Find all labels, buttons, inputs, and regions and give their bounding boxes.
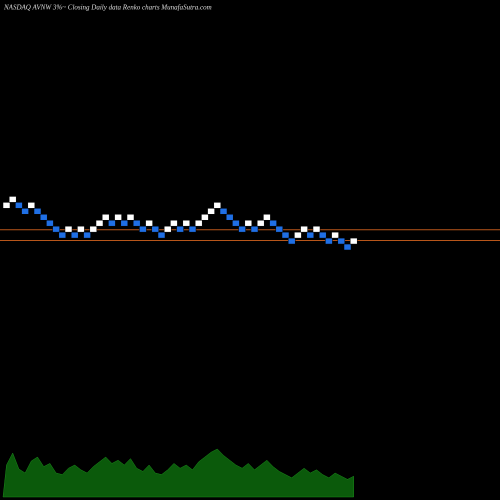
- chart-title: NASDAQ AVNW 3%~ Closing Daily data Renko…: [3, 4, 212, 12]
- brick: [250, 225, 259, 233]
- brick: [312, 225, 321, 233]
- brick: [269, 219, 277, 227]
- brick: [27, 202, 36, 209]
- brick: [157, 231, 166, 239]
- brick: [89, 225, 98, 233]
- brick: [201, 214, 209, 221]
- brick: [238, 225, 246, 233]
- brick: [139, 225, 147, 233]
- brick: [21, 208, 29, 215]
- brick: [294, 231, 302, 239]
- brick: [126, 214, 135, 221]
- brick: [244, 219, 253, 227]
- brick: [101, 214, 110, 221]
- brick: [182, 219, 191, 227]
- brick: [108, 219, 116, 227]
- brick: [58, 231, 67, 239]
- brick: [163, 225, 172, 233]
- brick: [349, 237, 358, 245]
- brick: [170, 219, 178, 227]
- brick: [145, 219, 153, 227]
- brick: [219, 208, 228, 215]
- brick: [263, 214, 271, 221]
- brick: [207, 208, 215, 215]
- brick: [287, 237, 296, 245]
- brick: [52, 225, 60, 233]
- brick: [318, 231, 327, 239]
- brick: [151, 225, 160, 233]
- volume-area: [2, 448, 354, 498]
- brick: [132, 219, 141, 227]
- brick: [39, 214, 48, 221]
- brick: [337, 237, 346, 245]
- brick: [176, 225, 184, 233]
- brick: [33, 208, 42, 215]
- brick: [2, 202, 11, 209]
- brick: [188, 225, 197, 233]
- brick: [232, 219, 240, 227]
- brick: [95, 219, 104, 227]
- brick: [256, 219, 265, 227]
- brick: [77, 225, 85, 233]
- brick: [343, 243, 352, 251]
- brick: [325, 237, 333, 245]
- brick: [300, 225, 308, 233]
- brick: [15, 202, 23, 209]
- brick: [281, 231, 290, 239]
- brick: [306, 231, 315, 239]
- brick: [213, 202, 222, 209]
- brick: [8, 196, 17, 203]
- brick: [70, 231, 79, 239]
- brick: [114, 214, 122, 221]
- brick: [275, 225, 284, 233]
- brick: [120, 219, 129, 227]
- brick: [46, 219, 54, 227]
- brick: [194, 219, 203, 227]
- brick: [331, 231, 339, 239]
- brick: [225, 214, 234, 221]
- brick: [83, 231, 91, 239]
- brick: [64, 225, 73, 233]
